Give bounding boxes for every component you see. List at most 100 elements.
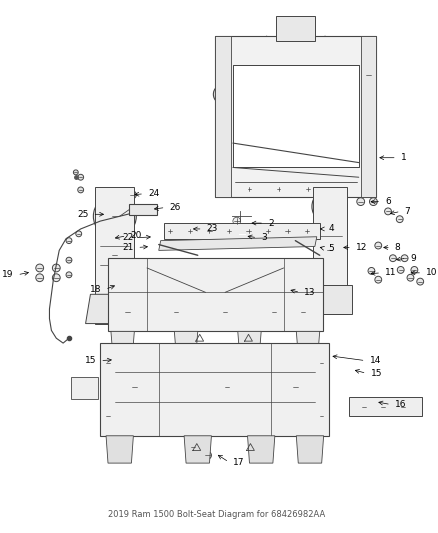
Text: 5: 5: [328, 244, 334, 253]
Circle shape: [105, 413, 111, 419]
Text: 25: 25: [77, 210, 88, 219]
Circle shape: [389, 255, 396, 262]
Polygon shape: [106, 436, 134, 463]
Circle shape: [239, 50, 251, 61]
Circle shape: [111, 252, 119, 259]
Circle shape: [285, 228, 290, 234]
Bar: [276, 16, 315, 41]
Circle shape: [53, 264, 60, 272]
Text: 3: 3: [261, 233, 267, 242]
Polygon shape: [238, 332, 261, 356]
Circle shape: [167, 228, 173, 234]
Circle shape: [401, 255, 408, 262]
Text: 18: 18: [90, 285, 101, 294]
Text: 11: 11: [385, 268, 396, 277]
Circle shape: [276, 187, 281, 191]
Circle shape: [66, 257, 72, 263]
Circle shape: [375, 242, 381, 249]
Circle shape: [213, 85, 233, 104]
Circle shape: [207, 228, 212, 234]
Polygon shape: [174, 332, 198, 356]
Circle shape: [36, 274, 44, 281]
Circle shape: [335, 187, 340, 191]
Circle shape: [306, 187, 311, 191]
Circle shape: [417, 278, 424, 285]
Circle shape: [397, 266, 404, 273]
Circle shape: [173, 309, 180, 316]
Circle shape: [385, 208, 392, 215]
Text: 24: 24: [148, 189, 159, 198]
Circle shape: [411, 266, 418, 273]
Circle shape: [370, 198, 377, 206]
Text: 7: 7: [405, 207, 410, 216]
Circle shape: [319, 360, 325, 366]
Circle shape: [110, 212, 120, 221]
Polygon shape: [297, 436, 324, 463]
Text: 20: 20: [131, 231, 142, 240]
Circle shape: [325, 246, 333, 254]
Circle shape: [265, 228, 271, 234]
Polygon shape: [215, 36, 231, 197]
Polygon shape: [297, 332, 320, 356]
Polygon shape: [108, 258, 323, 332]
Polygon shape: [308, 285, 352, 314]
Circle shape: [270, 309, 277, 316]
Text: 15: 15: [85, 356, 96, 365]
Circle shape: [66, 238, 72, 244]
Text: 2019 Ram 1500 Bolt-Seat Diagram for 68426982AA: 2019 Ram 1500 Bolt-Seat Diagram for 6842…: [108, 510, 325, 519]
Circle shape: [128, 191, 136, 199]
Polygon shape: [184, 436, 212, 463]
Circle shape: [233, 217, 241, 225]
Text: 2: 2: [268, 219, 274, 228]
Circle shape: [74, 170, 78, 175]
Circle shape: [78, 187, 84, 193]
Circle shape: [105, 360, 111, 366]
Circle shape: [76, 231, 81, 237]
Circle shape: [247, 187, 252, 191]
Bar: [164, 223, 320, 239]
Circle shape: [407, 274, 414, 281]
Circle shape: [66, 272, 72, 278]
Text: 8: 8: [395, 243, 401, 252]
Text: 9: 9: [410, 254, 416, 263]
Polygon shape: [247, 436, 275, 463]
Circle shape: [53, 274, 60, 281]
Circle shape: [93, 195, 136, 238]
Circle shape: [124, 309, 131, 316]
Bar: [233, 65, 359, 167]
Circle shape: [189, 443, 197, 451]
Circle shape: [399, 403, 406, 410]
Circle shape: [304, 228, 310, 234]
Text: 23: 23: [207, 224, 218, 233]
Text: 4: 4: [328, 224, 334, 233]
Circle shape: [319, 413, 325, 419]
Circle shape: [222, 309, 229, 316]
Text: 14: 14: [370, 356, 381, 365]
Circle shape: [246, 228, 251, 234]
Circle shape: [218, 90, 228, 99]
Circle shape: [291, 383, 299, 391]
Text: 12: 12: [356, 243, 367, 252]
Polygon shape: [313, 187, 347, 314]
Polygon shape: [215, 36, 376, 197]
Circle shape: [131, 383, 138, 391]
Polygon shape: [95, 187, 134, 324]
Circle shape: [360, 403, 367, 410]
Text: 17: 17: [233, 458, 244, 466]
Text: 26: 26: [170, 203, 181, 212]
Text: 19: 19: [2, 270, 14, 279]
Polygon shape: [100, 343, 329, 436]
Circle shape: [300, 309, 307, 316]
Circle shape: [312, 189, 347, 224]
Polygon shape: [349, 397, 422, 416]
Circle shape: [368, 268, 375, 274]
Circle shape: [226, 228, 232, 234]
Circle shape: [103, 205, 127, 228]
Polygon shape: [85, 294, 144, 324]
Circle shape: [321, 198, 338, 215]
Circle shape: [357, 198, 364, 206]
Text: 21: 21: [122, 243, 134, 252]
Circle shape: [204, 451, 212, 459]
Bar: [71, 377, 98, 399]
Bar: [130, 204, 157, 215]
